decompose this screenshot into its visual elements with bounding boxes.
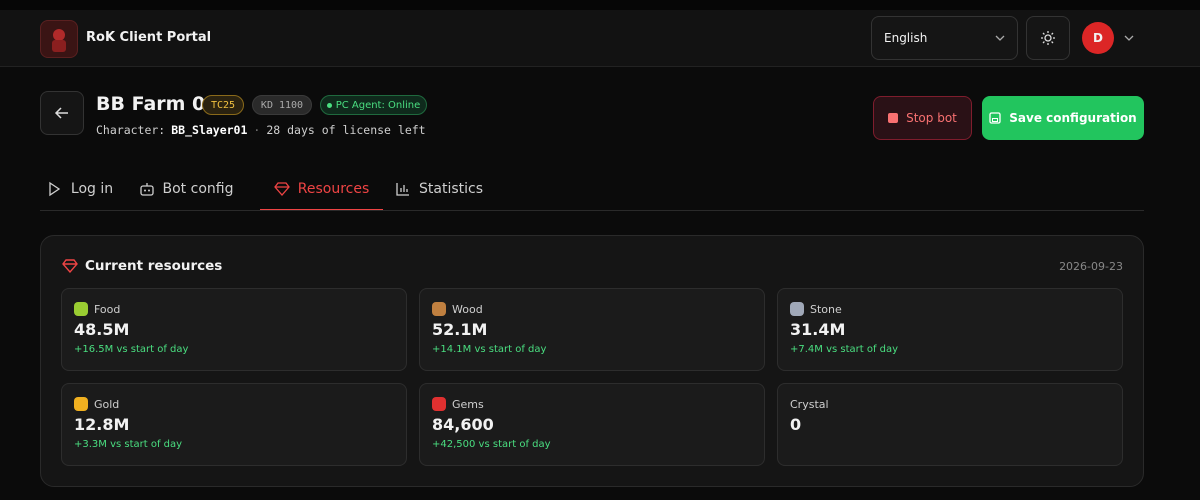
resource-card: Gems 84,600 +42,500 vs start of day: [419, 383, 765, 466]
save-button[interactable]: Save configuration: [982, 96, 1144, 140]
character-label: Character:: [96, 123, 166, 137]
tab[interactable]: Log in: [40, 178, 120, 200]
license: 28 days of license left: [266, 123, 426, 137]
character: BB_Slayer01: [171, 123, 248, 137]
tab-divider: [40, 210, 1144, 211]
status-dot: [326, 102, 332, 108]
resource-icon: [432, 302, 446, 316]
back-icon: [54, 107, 68, 119]
resource-icon: [74, 397, 88, 411]
resource-value: 0: [790, 415, 802, 434]
save-label: Save configuration: [1009, 111, 1137, 125]
stop-bot-button[interactable]: Stop bot: [873, 96, 972, 140]
resource-value: 12.8M: [74, 415, 130, 434]
resource-value: 84,600: [432, 415, 494, 434]
badge: KD 1100: [252, 95, 312, 115]
app-name: RoK Client Portal: [86, 30, 212, 45]
tab-label: Resources: [297, 181, 370, 197]
resource-icon: [432, 397, 446, 411]
panel-date: 2026-09-23: [1059, 260, 1123, 273]
resource-name-row: Crystal: [790, 396, 829, 412]
badge: TC25: [202, 95, 244, 115]
resource-name: Gems: [452, 397, 484, 411]
tab-icon: [273, 182, 290, 196]
resource-card: Gold 12.8M +3.3M vs start of day: [61, 383, 407, 466]
tab-icon: [396, 183, 409, 196]
resource-name: Gold: [94, 397, 120, 411]
resource-name: Food: [94, 302, 121, 316]
tab[interactable]: Statistics: [383, 178, 495, 200]
stop-icon: [888, 113, 899, 123]
resource-change: +42,500 vs start of day: [432, 439, 551, 450]
tab-label: Statistics: [419, 181, 483, 197]
top-strip: [0, 0, 1200, 10]
resource-card: Food 48.5M +16.5M vs start of day: [61, 288, 407, 371]
save-icon: [989, 112, 1001, 124]
tab-icon: [49, 181, 61, 197]
logo-icon: [52, 29, 66, 52]
resource-change: +14.1M vs start of day: [432, 344, 547, 355]
sun-icon: [1041, 31, 1055, 45]
resource-name-row: Food: [74, 301, 120, 317]
resource-change: +3.3M vs start of day: [74, 439, 183, 450]
resource-card: Stone 31.4M +7.4M vs start of day: [777, 288, 1123, 371]
resource-name-row: Stone: [790, 301, 842, 317]
tab[interactable]: Resources: [260, 178, 383, 200]
language: English: [884, 31, 928, 45]
stop-label: Stop bot: [906, 111, 957, 125]
resource-name-row: Gold: [74, 396, 119, 412]
resource-value: 48.5M: [74, 320, 130, 339]
resource-icon: [74, 302, 88, 316]
resources-panel: Current resources 2026-09-23 Food 48.5M +1…: [40, 235, 1144, 487]
resource-card: Wood 52.1M +14.1M vs start of day: [419, 288, 765, 371]
panel-title: Current resources: [85, 258, 223, 274]
status-text: PC Agent: Online: [335, 99, 421, 111]
resource-icon: [790, 302, 804, 316]
resource-name-row: Gems: [432, 396, 484, 412]
resource-name: Wood: [452, 302, 483, 316]
resource-value: 31.4M: [790, 320, 846, 339]
tab[interactable]: Bot config: [130, 178, 242, 200]
logo[interactable]: [40, 20, 78, 58]
subtitle: Character: BB_Slayer01 · 28 days of lice…: [96, 123, 426, 137]
avatar[interactable]: D: [1082, 22, 1114, 54]
resource-name: Stone: [810, 302, 842, 316]
chevron: [995, 35, 1005, 41]
resource-card: Crystal 0: [777, 383, 1123, 466]
tab-label: Bot config: [162, 181, 234, 197]
tab-label: Log in: [70, 181, 114, 197]
resource-change: +7.4M vs start of day: [790, 344, 899, 355]
badge: PC Agent: Online: [320, 95, 427, 115]
resource-change: +16.5M vs start of day: [74, 344, 189, 355]
avatar-chevron[interactable]: [1124, 35, 1134, 41]
resource-value: 52.1M: [432, 320, 488, 339]
theme-toggle[interactable]: [1026, 16, 1070, 60]
back-button[interactable]: [40, 91, 84, 135]
gem-icon: [62, 259, 78, 273]
separator: ·: [253, 123, 261, 137]
language-select[interactable]: English: [871, 16, 1018, 60]
farm-title: BB Farm 01: [96, 93, 219, 115]
resource-name-row: Wood: [432, 301, 483, 317]
tab-icon: [139, 183, 154, 196]
header: RoK Client Portal English D: [0, 10, 1200, 67]
resource-name: Crystal: [790, 397, 829, 411]
